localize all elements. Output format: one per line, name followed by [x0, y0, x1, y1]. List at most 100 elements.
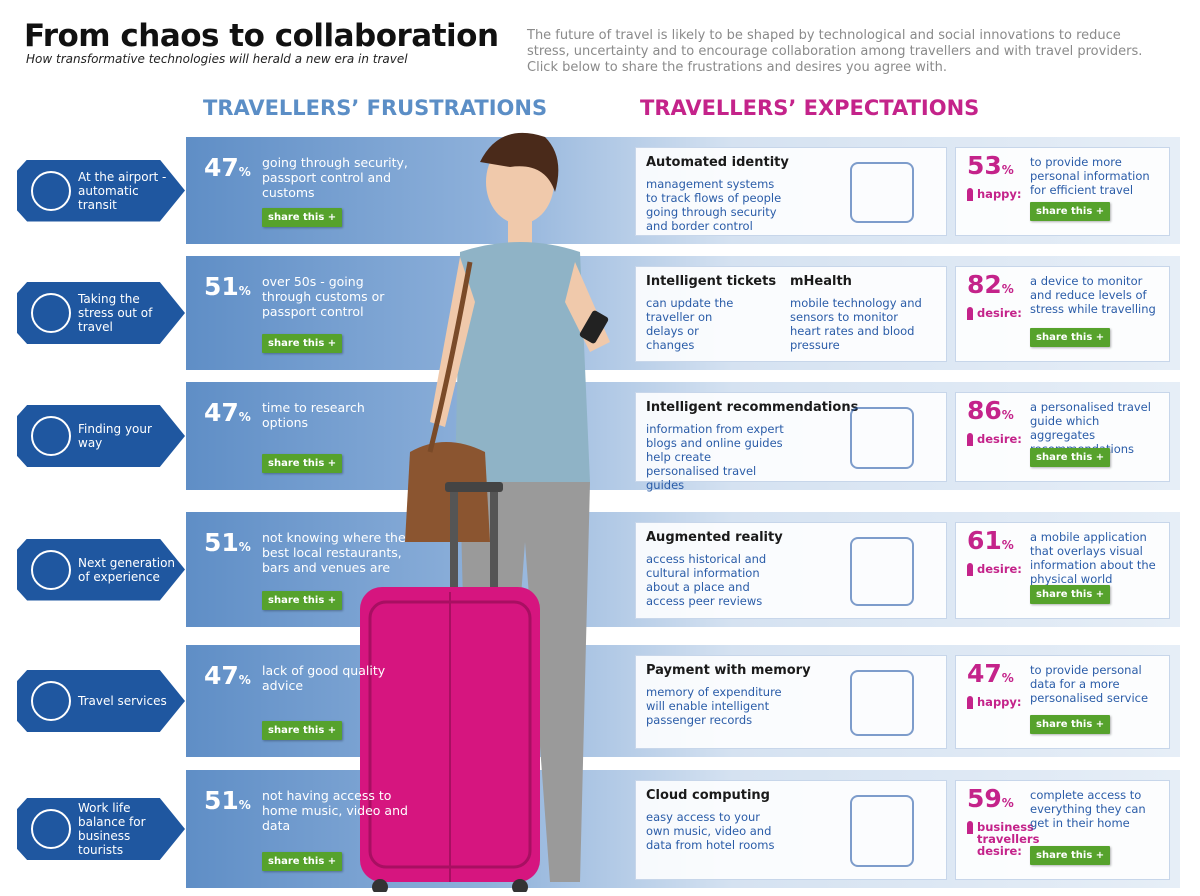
sentiment: business travellers desire: [977, 820, 1040, 858]
stat-number: 51 [204, 528, 239, 557]
stat-number: 47 [204, 398, 239, 427]
stat-unit: % [238, 540, 251, 554]
share-button[interactable]: share this + [1030, 585, 1111, 604]
sentiment: desire: [977, 306, 1022, 320]
stat-number: 47 [967, 659, 1002, 688]
share-button[interactable]: share this + [262, 721, 343, 740]
share-button[interactable]: share this + [1030, 202, 1111, 221]
expectation-title: Augmented reality [646, 530, 783, 545]
expectation-title: Intelligent tickets [646, 274, 777, 289]
row-icon [31, 809, 71, 849]
expectation-stat: 82% [967, 270, 1014, 299]
expectation-icon [850, 537, 914, 606]
frustration-text: lack of good quality advice [262, 663, 386, 693]
expectation-stat-text: complete access to everything they can g… [1030, 788, 1146, 830]
stat-unit: % [238, 673, 251, 687]
person-icon [967, 563, 973, 576]
stat-number: 59 [967, 784, 1002, 813]
sentiment: happy: [977, 695, 1022, 709]
row-icon [31, 549, 71, 590]
sentiment: desire: [977, 432, 1022, 446]
expectation-stat: 47% [967, 659, 1014, 688]
stat-number: 61 [967, 526, 1002, 555]
row-tab: Next generation of experience [17, 538, 185, 601]
expectation-stat-text: a mobile application that overlays visua… [1030, 530, 1156, 586]
expectation-stat: 86% [967, 396, 1014, 425]
person-icon [967, 307, 973, 320]
row-icon [31, 681, 71, 721]
share-button[interactable]: share this + [1030, 846, 1111, 865]
share-button[interactable]: share this + [262, 454, 343, 473]
stat-number: 53 [967, 151, 1002, 180]
row-tab: Work life balance for business tourists [17, 798, 185, 860]
expectation-text: easy access to your own music, video and… [646, 810, 775, 852]
intro: The future of travel is likely to be sha… [527, 28, 1143, 75]
stat-unit: % [1001, 796, 1014, 810]
frustration-text: not knowing where the best local restaur… [262, 530, 406, 575]
stat-number: 82 [967, 270, 1002, 299]
stat-unit: % [238, 410, 251, 424]
person-icon [967, 433, 973, 446]
row-icon [31, 416, 71, 456]
person-icon [967, 821, 973, 834]
frustration-stat: 47% [204, 661, 251, 690]
row-label: Travel services [78, 694, 167, 708]
section-title: TRAVELLERS’ EXPECTATIONS [640, 96, 980, 120]
expectation-text: information from expert blogs and online… [646, 422, 784, 492]
stat-unit: % [1001, 538, 1014, 552]
expectation-icon [850, 670, 914, 736]
frustration-stat: 51% [204, 528, 251, 557]
row-tab: Taking the stress out of travel [17, 282, 185, 344]
share-button[interactable]: share this + [262, 591, 343, 610]
traveller-illustration [360, 132, 610, 892]
expectation-stat-text: a device to monitor and reduce levels of… [1030, 274, 1156, 316]
stat-unit: % [1001, 282, 1014, 296]
person-icon [967, 696, 973, 709]
frustration-stat: 51% [204, 786, 251, 815]
stat-number: 51 [204, 786, 239, 815]
share-button[interactable]: share this + [1030, 328, 1111, 347]
share-button[interactable]: share this + [262, 208, 343, 227]
share-button[interactable]: share this + [262, 334, 343, 353]
sentiment: desire: [977, 562, 1022, 576]
expectation-title: Payment with memory [646, 663, 811, 678]
expectation-stat-text: to provide more personal information for… [1030, 155, 1150, 197]
stat-number: 86 [967, 396, 1002, 425]
subtitle: How transformative technologies will her… [26, 52, 408, 66]
expectation-title: Intelligent recommendations [646, 400, 859, 415]
expectation-icon [850, 795, 914, 867]
frustration-stat: 47% [204, 398, 251, 427]
share-button[interactable]: share this + [262, 852, 343, 871]
stat-number: 47 [204, 153, 239, 182]
stat-unit: % [238, 798, 251, 812]
stat-unit: % [1001, 671, 1014, 685]
expectation-text: access historical and cultural informati… [646, 552, 767, 608]
expectation-text: management systems to track flows of peo… [646, 177, 782, 233]
expectation-icon [850, 162, 914, 223]
frustration-stat: 51% [204, 272, 251, 301]
frustration-stat: 47% [204, 153, 251, 182]
title: From chaos to collaboration [24, 18, 499, 54]
frustration-text: going through security, passport control… [262, 155, 408, 200]
expectation-stat: 53% [967, 151, 1014, 180]
frustration-text: over 50s - going through customs or pass… [262, 274, 385, 319]
row-icon [31, 170, 71, 211]
frustration-text: time to research options [262, 400, 365, 430]
stat-unit: % [238, 284, 251, 298]
stat-number: 47 [204, 661, 239, 690]
row-icon [31, 293, 71, 333]
row-tab: At the airport - automatic transit [17, 159, 185, 222]
expectation-text: memory of expenditure will enable intell… [646, 685, 782, 727]
person-icon [967, 188, 973, 201]
share-button[interactable]: share this + [1030, 448, 1111, 467]
row-label: Taking the stress out of travel [78, 292, 153, 334]
expectation-box [635, 266, 947, 362]
share-button[interactable]: share this + [1030, 715, 1111, 734]
row-label: Finding your way [78, 422, 152, 450]
stat-number: 51 [204, 272, 239, 301]
stat-unit: % [238, 165, 251, 179]
expectation-text: can update the traveller on delays or ch… [646, 296, 734, 352]
expectation-stat: 61% [967, 526, 1014, 555]
sentiment: happy: [977, 187, 1022, 201]
expectation-stat-text: to provide personal data for a more pers… [1030, 663, 1149, 705]
